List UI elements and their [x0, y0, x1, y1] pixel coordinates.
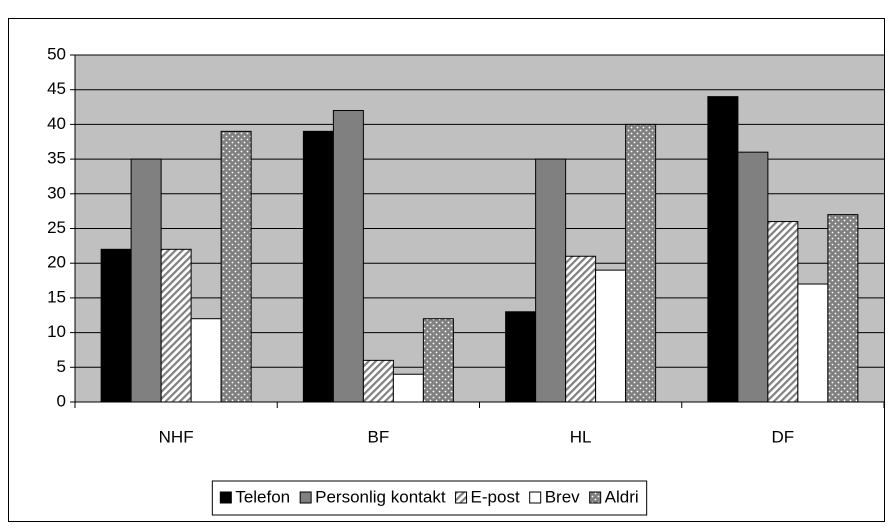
- bar: [220, 130, 252, 403]
- bar: [100, 248, 132, 403]
- bar: [362, 359, 394, 403]
- x-tick-label: HL: [570, 427, 592, 446]
- bar: [190, 318, 222, 403]
- bar: [505, 311, 537, 403]
- bar: [302, 130, 334, 403]
- y-tick-label: 20: [47, 253, 66, 272]
- y-tick-label: 10: [47, 322, 66, 341]
- legend-label: Personlig kontakt: [315, 487, 446, 506]
- legend-swatch: [219, 491, 232, 504]
- bar: [392, 373, 424, 403]
- bar: [737, 151, 769, 403]
- legend-label: Brev: [545, 487, 580, 506]
- bar: [535, 158, 567, 403]
- bar: [827, 214, 859, 403]
- legend-label: Aldri: [605, 487, 639, 506]
- y-tick-label: 5: [57, 357, 66, 376]
- bar: [595, 269, 627, 403]
- y-tick-label: 40: [47, 114, 66, 133]
- legend-swatch: [455, 491, 468, 504]
- x-tick-label: BF: [368, 427, 390, 446]
- legend-swatch: [589, 491, 602, 504]
- bar: [422, 318, 454, 403]
- y-tick-label: 25: [47, 218, 66, 237]
- bar: [625, 123, 657, 403]
- x-tick-label: NHF: [159, 427, 194, 446]
- y-tick-label: 45: [47, 79, 66, 98]
- y-tick-label: 35: [47, 149, 66, 168]
- bar: [767, 221, 799, 403]
- legend-label: E-post: [471, 487, 520, 506]
- legend-label: Telefon: [235, 487, 290, 506]
- y-tick-label: 0: [57, 391, 66, 410]
- x-tick-label: DF: [772, 427, 795, 446]
- y-tick-label: 50: [47, 44, 66, 63]
- bar: [332, 110, 364, 403]
- bar: [797, 283, 829, 403]
- y-tick-label: 15: [47, 287, 66, 306]
- y-tick-label: 30: [47, 183, 66, 202]
- legend-box: [211, 480, 648, 516]
- bar: [130, 158, 162, 403]
- legend-swatch: [529, 491, 542, 504]
- bar: [707, 96, 739, 403]
- legend-swatch: [299, 491, 312, 504]
- bar: [565, 255, 597, 403]
- bar: [160, 248, 192, 403]
